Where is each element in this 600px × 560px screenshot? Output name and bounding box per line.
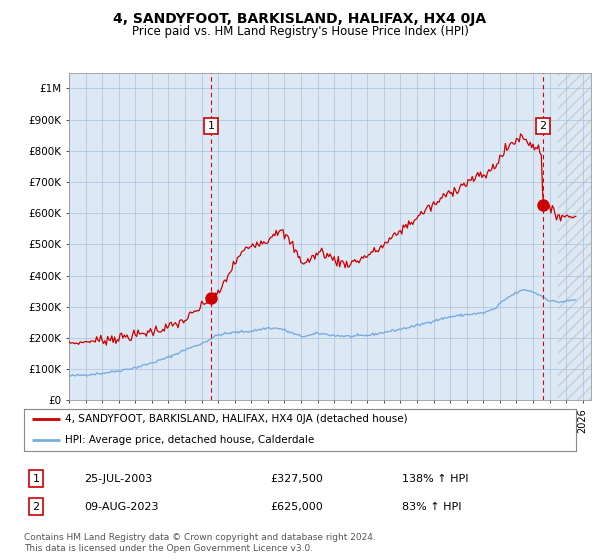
Text: Price paid vs. HM Land Registry's House Price Index (HPI): Price paid vs. HM Land Registry's House … xyxy=(131,25,469,38)
Text: Contains HM Land Registry data © Crown copyright and database right 2024.
This d: Contains HM Land Registry data © Crown c… xyxy=(24,533,376,553)
Text: 1: 1 xyxy=(32,474,40,484)
Text: 4, SANDYFOOT, BARKISLAND, HALIFAX, HX4 0JA (detached house): 4, SANDYFOOT, BARKISLAND, HALIFAX, HX4 0… xyxy=(65,414,408,424)
Text: 138% ↑ HPI: 138% ↑ HPI xyxy=(402,474,469,484)
Text: HPI: Average price, detached house, Calderdale: HPI: Average price, detached house, Cald… xyxy=(65,435,314,445)
Text: 83% ↑ HPI: 83% ↑ HPI xyxy=(402,502,461,512)
Text: 09-AUG-2023: 09-AUG-2023 xyxy=(84,502,158,512)
Text: 2: 2 xyxy=(539,121,547,131)
Text: £625,000: £625,000 xyxy=(270,502,323,512)
Text: 2: 2 xyxy=(32,502,40,512)
Text: £327,500: £327,500 xyxy=(270,474,323,484)
Text: 25-JUL-2003: 25-JUL-2003 xyxy=(84,474,152,484)
Text: 1: 1 xyxy=(208,121,214,131)
Text: 4, SANDYFOOT, BARKISLAND, HALIFAX, HX4 0JA: 4, SANDYFOOT, BARKISLAND, HALIFAX, HX4 0… xyxy=(113,12,487,26)
Bar xyxy=(558,73,591,400)
